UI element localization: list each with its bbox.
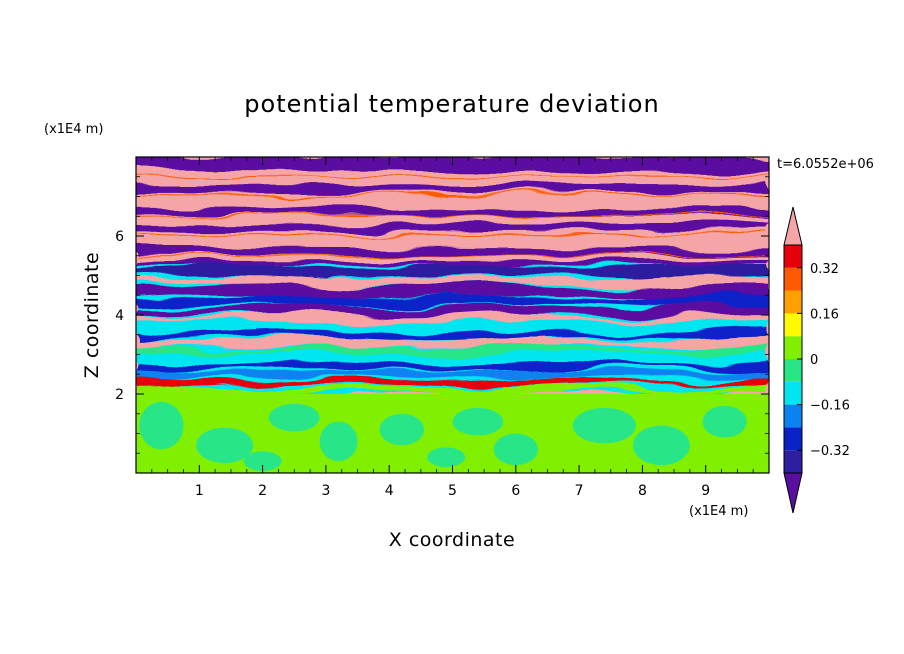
x-tick-label: 4 <box>385 483 394 499</box>
field-blob <box>196 427 254 464</box>
x-axis-ticks: 1 2 3 4 5 6 7 8 9 <box>151 157 754 499</box>
x-tick-label: 5 <box>448 483 457 499</box>
colorbar-segment <box>784 336 802 359</box>
field-blob <box>427 447 466 468</box>
colorbar-segment <box>784 381 802 405</box>
y-tick-label: 6 <box>115 229 124 245</box>
x-tick-label: 3 <box>321 483 330 499</box>
field-contour <box>136 174 769 178</box>
field-band <box>136 352 769 364</box>
field-band <box>136 320 769 334</box>
field-contour <box>136 213 769 217</box>
field-band <box>136 313 769 325</box>
field-blob <box>268 403 320 432</box>
colorbar: −0.32 −0.16 0 0.16 0.32 <box>783 206 850 514</box>
field-band <box>136 245 769 256</box>
y-tick-label: 4 <box>115 308 124 324</box>
y-axis-ticks: 2 4 6 <box>115 176 769 454</box>
upper-field-bands <box>136 157 769 396</box>
colorbar-tick-label: 0.32 <box>810 262 839 277</box>
field-band <box>136 368 769 380</box>
field-band <box>136 336 769 349</box>
field-contour <box>136 194 769 197</box>
field-band <box>136 283 769 300</box>
field-contour <box>136 253 769 257</box>
x-axis-label: X coordinate <box>389 529 515 551</box>
colorbar-segment <box>784 450 802 473</box>
field-band <box>136 329 769 341</box>
field-blob <box>139 401 184 450</box>
y-axis-label: Z coordinate <box>81 252 103 378</box>
y-axis-unit: (x1E4 m) <box>44 122 103 137</box>
field-band <box>136 345 769 357</box>
colorbar-segment <box>784 290 802 314</box>
field-blob <box>493 433 538 466</box>
field-band <box>136 222 769 233</box>
colorbar-segment <box>784 427 802 451</box>
field-band <box>136 264 769 279</box>
colorbar-segment <box>784 404 802 428</box>
colorbar-segment <box>784 245 802 268</box>
y-tick-label: 2 <box>115 387 124 403</box>
time-label: t=6.0552e+06 <box>777 157 874 172</box>
field-blob <box>243 451 282 472</box>
x-tick-label: 9 <box>701 483 710 499</box>
colorbar-segment <box>784 359 802 382</box>
plot-area <box>136 157 769 473</box>
field-blob <box>452 407 504 436</box>
colorbar-extend-min <box>783 472 803 514</box>
x-tick-label: 7 <box>575 483 584 499</box>
lower-field-blobs <box>136 394 769 473</box>
field-blob <box>632 425 690 466</box>
x-tick-label: 1 <box>195 483 204 499</box>
colorbar-tick-label: −0.32 <box>810 444 850 459</box>
field-band <box>136 184 769 195</box>
colorbar-tick-label: 0 <box>810 353 818 368</box>
colorbar-segment <box>784 267 802 291</box>
colorbar-extend-max <box>783 206 803 246</box>
field-contour <box>136 233 769 237</box>
colorbar-tick-label: 0.16 <box>810 307 839 322</box>
field-blob <box>702 405 747 438</box>
x-tick-label: 6 <box>511 483 520 499</box>
field-band <box>136 384 769 396</box>
colorbar-tick-label: −0.16 <box>810 399 850 414</box>
field-band <box>136 206 769 216</box>
chart-title: potential temperature deviation <box>244 90 659 118</box>
field-blob <box>319 421 358 462</box>
field-blob <box>572 407 637 444</box>
field-band <box>136 377 769 388</box>
x-tick-label: 8 <box>638 483 647 499</box>
field-band <box>136 360 769 372</box>
x-axis-unit: (x1E4 m) <box>689 504 748 519</box>
x-tick-label: 2 <box>258 483 267 499</box>
colorbar-segment <box>784 313 802 337</box>
field-blob <box>379 413 425 446</box>
